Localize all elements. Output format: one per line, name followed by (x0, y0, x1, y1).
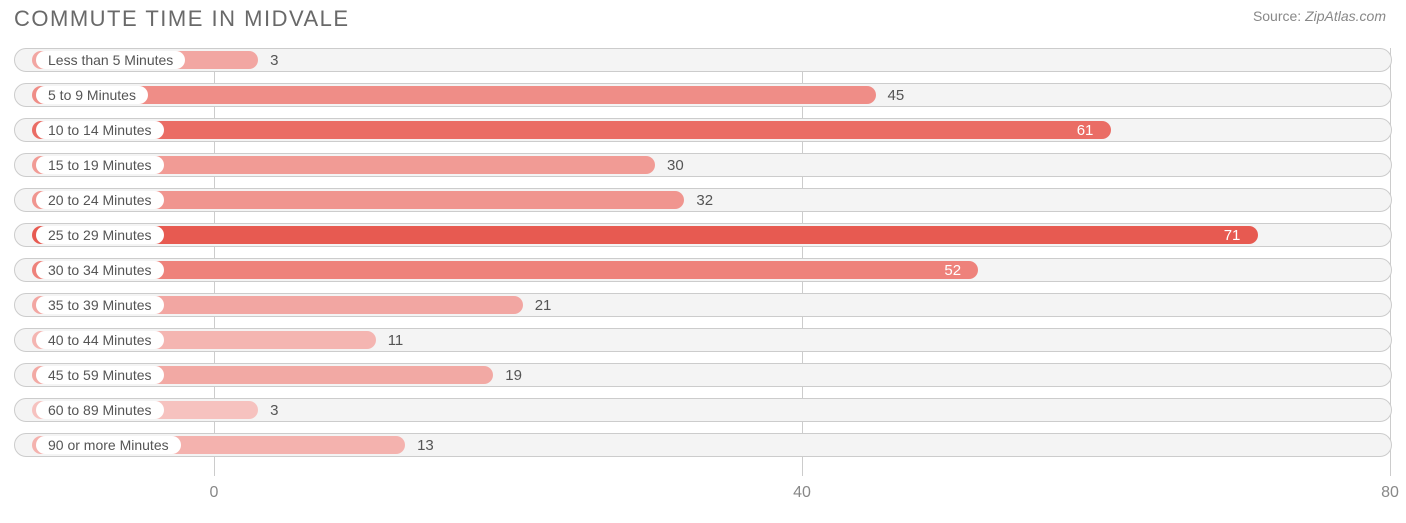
value-label: 13 (417, 433, 434, 457)
bar-row: 60 to 89 Minutes 3 (14, 398, 1392, 422)
value-label: 71 (1224, 223, 1241, 247)
bar-row: 40 to 44 Minutes 11 (14, 328, 1392, 352)
category-pill: 35 to 39 Minutes (36, 296, 164, 314)
bar-row: 90 or more Minutes 13 (14, 433, 1392, 457)
value-label: 3 (270, 398, 278, 422)
category-pill: 10 to 14 Minutes (36, 121, 164, 139)
bar (32, 86, 876, 104)
value-label: 11 (388, 328, 404, 352)
category-pill: 20 to 24 Minutes (36, 191, 164, 209)
bar-row: 30 to 34 Minutes 52 (14, 258, 1392, 282)
bar-row: 10 to 14 Minutes 61 (14, 118, 1392, 142)
category-pill: Less than 5 Minutes (36, 51, 185, 69)
chart-container: COMMUTE TIME IN MIDVALE Source: ZipAtlas… (0, 0, 1406, 523)
x-tick-label: 0 (210, 484, 219, 502)
source-name: ZipAtlas.com (1305, 8, 1386, 24)
plot-area: Less than 5 Minutes 3 5 to 9 Minutes 45 10 t… (14, 48, 1392, 476)
bar (32, 226, 1258, 244)
category-pill: 30 to 34 Minutes (36, 261, 164, 279)
value-label: 61 (1077, 118, 1094, 142)
category-pill: 45 to 59 Minutes (36, 366, 164, 384)
x-tick-label: 40 (793, 484, 811, 502)
value-label: 3 (270, 48, 278, 72)
category-pill: 25 to 29 Minutes (36, 226, 164, 244)
category-pill: 90 or more Minutes (36, 436, 181, 454)
x-tick-label: 80 (1381, 484, 1399, 502)
chart-title: COMMUTE TIME IN MIDVALE (14, 6, 350, 32)
bar-row: 5 to 9 Minutes 45 (14, 83, 1392, 107)
bar-row: Less than 5 Minutes 3 (14, 48, 1392, 72)
category-pill: 60 to 89 Minutes (36, 401, 164, 419)
category-pill: 5 to 9 Minutes (36, 86, 148, 104)
value-label: 30 (667, 153, 684, 177)
category-pill: 40 to 44 Minutes (36, 331, 164, 349)
value-label: 21 (535, 293, 552, 317)
bar-row: 15 to 19 Minutes 30 (14, 153, 1392, 177)
source-prefix: Source: (1253, 8, 1305, 24)
category-pill: 15 to 19 Minutes (36, 156, 164, 174)
bar-row: 20 to 24 Minutes 32 (14, 188, 1392, 212)
source-attribution: Source: ZipAtlas.com (1253, 8, 1386, 24)
bar (32, 261, 978, 279)
value-label: 45 (888, 83, 905, 107)
bar-row: 45 to 59 Minutes 19 (14, 363, 1392, 387)
value-label: 19 (505, 363, 522, 387)
bar-row: 35 to 39 Minutes 21 (14, 293, 1392, 317)
bar-row: 25 to 29 Minutes 71 (14, 223, 1392, 247)
value-label: 32 (696, 188, 713, 212)
value-label: 52 (944, 258, 961, 282)
bar (32, 121, 1111, 139)
